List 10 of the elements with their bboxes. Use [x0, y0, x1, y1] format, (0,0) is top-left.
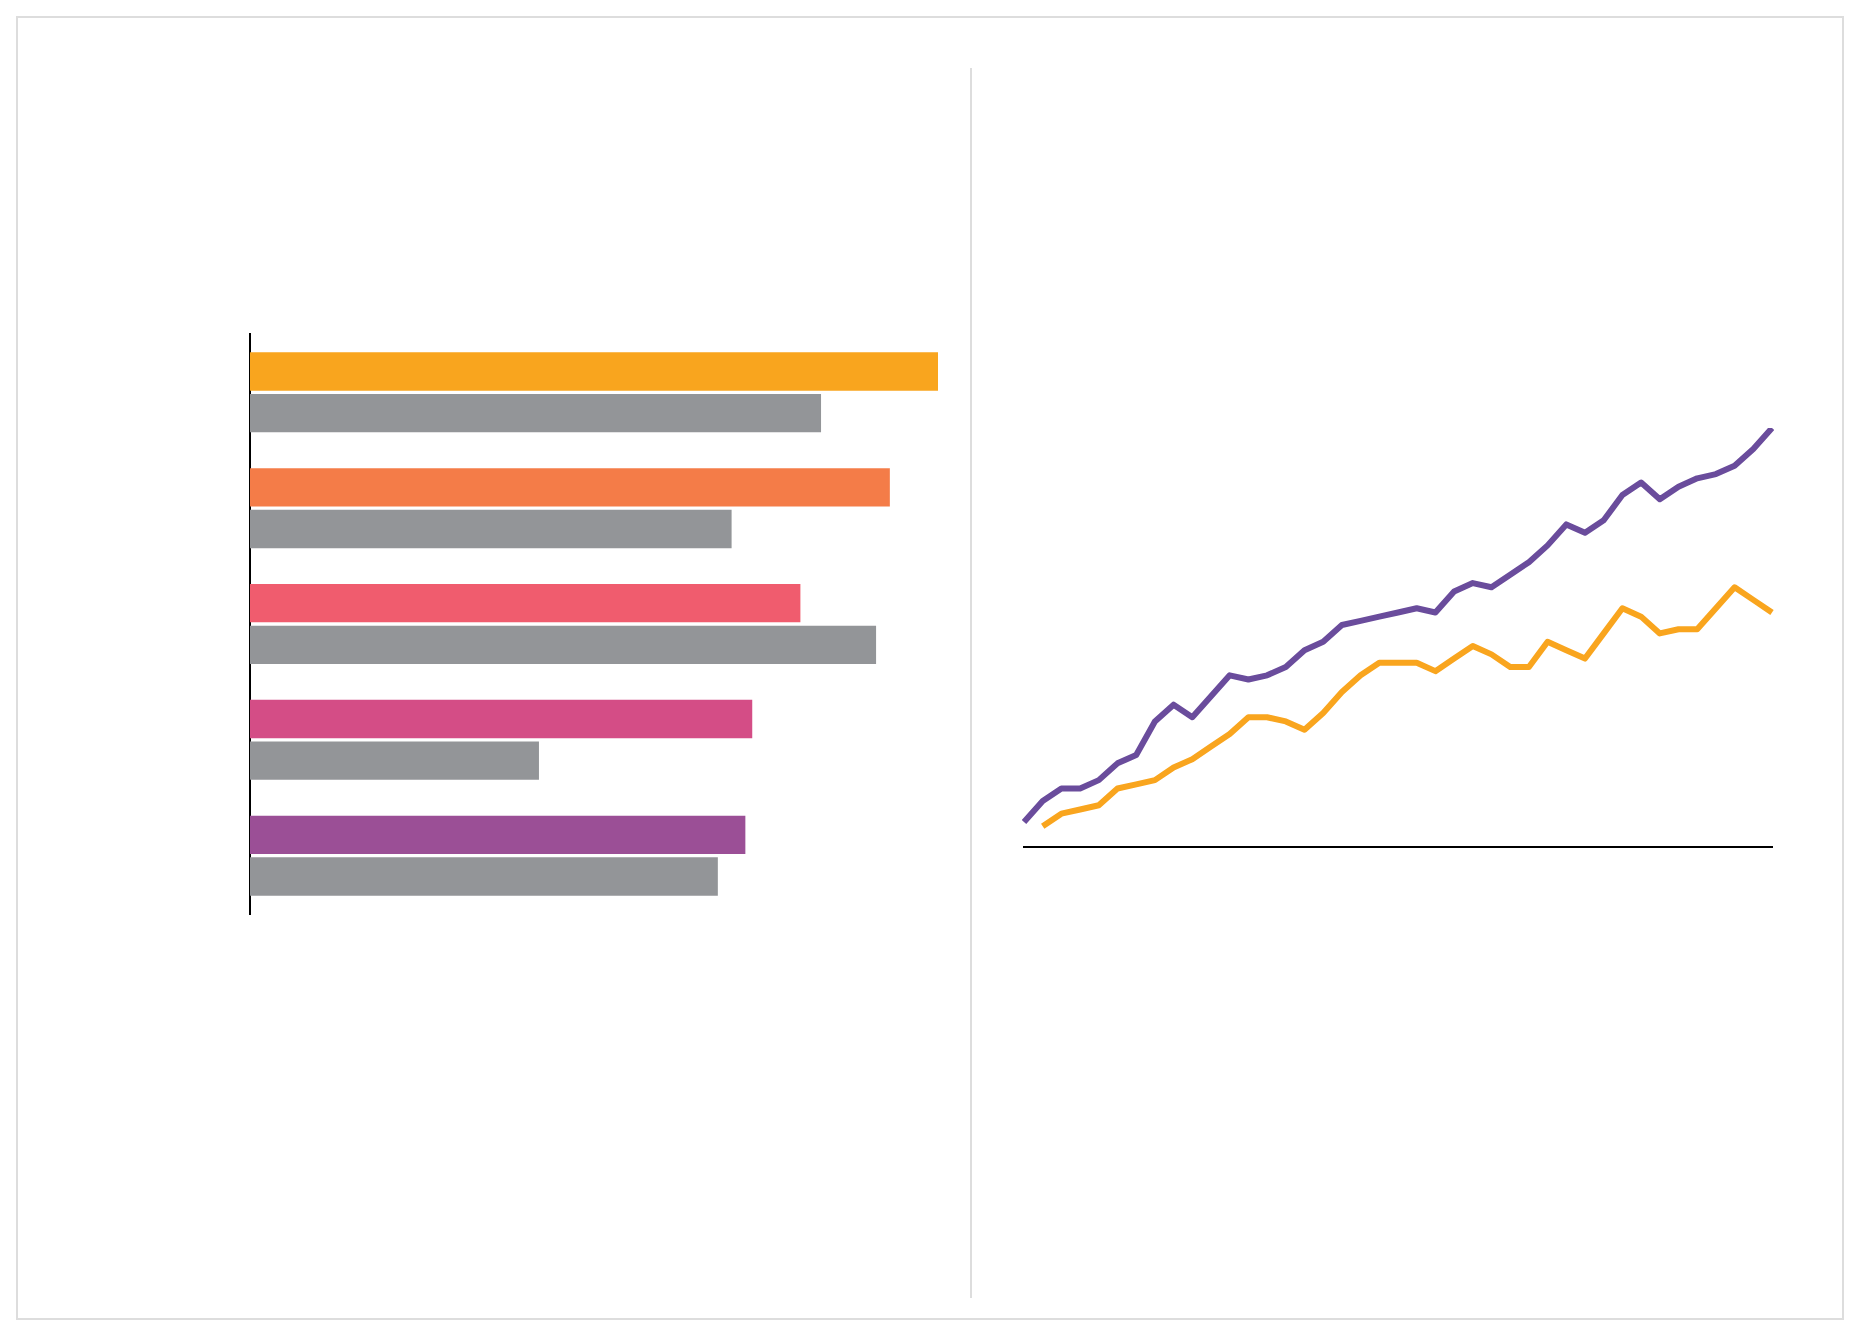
bar: [250, 583, 801, 623]
bar: [250, 625, 877, 665]
bar: [250, 352, 938, 391]
bar: [250, 699, 753, 739]
bar: [250, 741, 539, 780]
bar: [250, 509, 732, 549]
bar: [250, 468, 890, 507]
bar: [250, 857, 718, 896]
bar: [250, 393, 822, 433]
bar: [250, 815, 746, 855]
